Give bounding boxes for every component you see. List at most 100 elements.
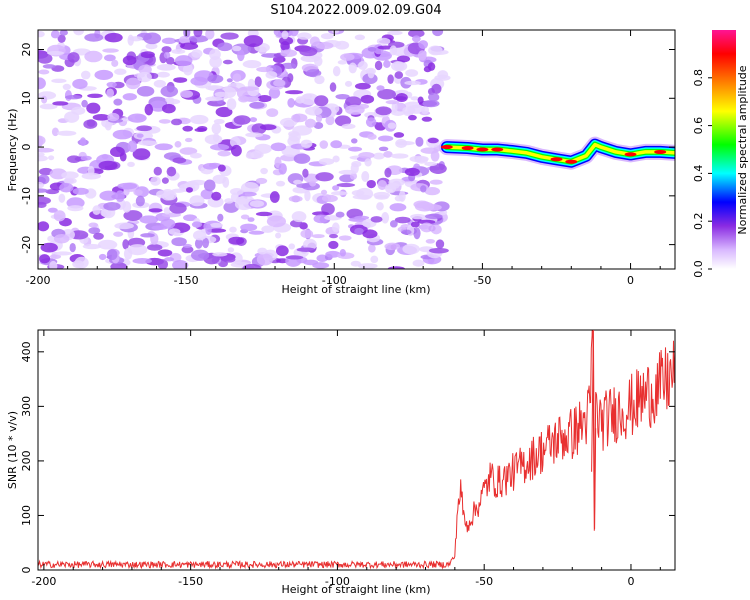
noise-blob [39,103,58,110]
noise-blob [226,78,233,83]
noise-blob [296,183,312,189]
noise-blob [421,116,433,122]
noise-blob [233,115,251,125]
noise-blob [266,215,287,228]
noise-blob [257,247,268,255]
spectrogram-x-tick-label: -100 [322,274,347,287]
noise-blob [328,240,339,250]
noise-blob [161,37,177,45]
noise-blob [305,106,323,116]
noise-blob [165,97,175,103]
noise-blob [331,222,340,233]
snr-y-axis-title: SNR (10 * v/v) [6,411,19,489]
noise-blob [123,210,143,221]
spectrogram-y-ticks: -20 -10 0 10 20 [20,43,675,254]
noise-blob [213,118,225,124]
noise-blob [38,167,54,176]
noise-blob [63,177,77,185]
noise-blob [410,213,426,220]
noise-blob [321,194,338,203]
noise-blob [377,135,394,142]
colorbar-tick-label: 0.8 [692,69,705,87]
noise-blob [280,49,298,58]
noise-blob [114,68,127,75]
noise-blob [304,118,316,128]
noise-blob [156,64,176,71]
spectrogram-y-tick-label: 20 [20,43,33,57]
noise-blob [172,157,187,164]
noise-blob [117,182,138,190]
noise-blob [288,243,296,250]
noise-blob [209,222,223,228]
noise-blob [429,179,443,185]
noise-blob [190,76,208,86]
noise-blob [373,191,391,199]
noise-blob [240,191,257,197]
noise-blob [275,245,289,257]
noise-blob [435,239,445,249]
noise-blob [354,227,364,236]
noise-blob [335,93,350,100]
noise-blob [171,237,187,247]
noise-blob [224,198,234,204]
noise-blob [394,195,404,202]
spectrogram-x-tick-label: -200 [26,274,51,287]
noise-blob [104,121,112,131]
noise-blob [366,179,376,189]
colorbar-tick-label: 0.4 [692,165,705,183]
noise-blob [405,69,419,77]
snr-series-line [38,330,675,570]
noise-blob [188,35,209,43]
noise-blob [211,191,222,201]
noise-blob [266,108,279,117]
noise-blob [383,150,393,158]
noise-blob [428,247,449,254]
noise-blob [127,113,147,123]
noise-blob [49,254,62,260]
noise-blob [72,78,88,89]
noise-blob [364,158,372,167]
noise-blob [166,166,177,177]
noise-blob [425,238,436,244]
noise-blob [52,101,69,106]
noise-blob [205,223,212,235]
noise-blob [309,180,317,187]
noise-blob [88,222,99,228]
noise-blob [161,177,169,184]
noise-blob [214,91,228,98]
noise-blob [293,179,303,185]
noise-blob [249,200,265,208]
noise-blob [207,74,224,84]
noise-blob [67,52,80,63]
noise-blob [423,66,432,73]
noise-blob [340,53,355,61]
noise-blob [38,30,45,38]
noise-blob [417,219,436,225]
noise-blob [84,33,104,42]
noise-blob [428,92,440,102]
noise-blob [217,164,226,172]
noise-blob [179,147,198,155]
noise-blob [350,260,361,267]
noise-blob [222,59,233,65]
noise-blob [82,243,102,250]
noise-blob [332,65,341,77]
signal-peak [461,146,474,151]
noise-blob [61,171,79,180]
noise-blob [135,195,145,207]
noise-blob [173,77,188,83]
noise-blob [260,167,268,175]
noise-blob [51,78,67,84]
noise-blob [106,249,118,261]
noise-blob [200,189,214,200]
noise-blob [197,126,208,132]
noise-blob [259,124,277,131]
noise-blob [229,226,237,233]
noise-blob [429,163,447,174]
noise-blob [132,258,152,264]
noise-blob [191,49,203,58]
noise-blob [189,195,205,207]
noise-blob [338,169,356,175]
noise-blob [150,176,161,186]
